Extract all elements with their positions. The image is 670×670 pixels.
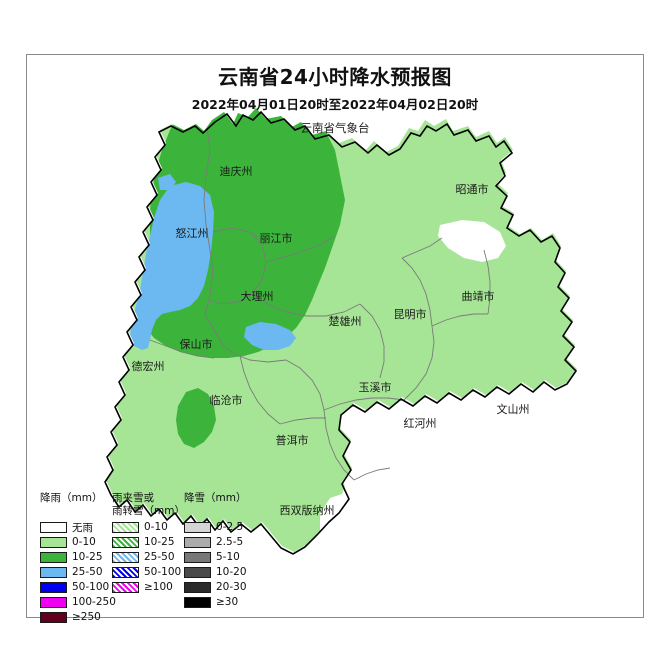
region-label-nujiang: 怒江州	[176, 226, 209, 240]
prefecture-boundaries	[149, 127, 491, 481]
legend-item-snow: 2.5-5	[184, 535, 294, 549]
legend-label-sleet: 10-25	[144, 536, 175, 548]
legend-item-sleet: 0-10	[112, 520, 212, 534]
legend-label-snow: 10-20	[216, 566, 247, 578]
legend-swatch-snow	[184, 596, 211, 608]
legend-item-rain: 无雨	[40, 520, 140, 534]
legend-item-sleet: ≥100	[112, 580, 212, 594]
region-label-lijiang: 丽江市	[260, 231, 293, 245]
legend-label-sleet: 50-100	[144, 566, 182, 578]
legend-column-rain: 降雨（mm） 无雨 0-10 10-25 25-50 50-100 100-250 ≥250	[40, 492, 140, 625]
legend-swatch-rain	[40, 581, 67, 593]
region-label-lincang: 临沧市	[210, 393, 243, 407]
region-label-yuxi: 玉溪市	[359, 380, 392, 394]
legend-label-rain: 无雨	[72, 521, 93, 534]
legend-title-sleet-line1: 雨夹雪或	[112, 492, 154, 504]
legend-swatch-sleet	[112, 536, 139, 548]
legend-label-sleet: 25-50	[144, 551, 175, 563]
legend-label-snow: 0-2.5	[216, 521, 244, 533]
legend-item-snow: ≥30	[184, 595, 294, 609]
legend-label-rain: ≥250	[72, 611, 101, 623]
legend-item-rain: 10-25	[40, 550, 140, 564]
legend-item-rain: ≥250	[40, 610, 140, 624]
region-label-qujing: 曲靖市	[462, 289, 495, 303]
legend-title-rain: 降雨（mm）	[40, 492, 103, 504]
legend-title-sleet-line2: 雨转雪（mm）	[112, 505, 185, 517]
legend-label-rain: 10-25	[72, 551, 103, 563]
legend-item-snow: 10-20	[184, 565, 294, 579]
legend-swatch-rain	[40, 521, 67, 533]
region-label-diqing: 迪庆州	[220, 164, 253, 178]
legend-column-snow: 降雪（mm） 0-2.5 2.5-5 5-10 10-20 20-30 ≥30	[184, 492, 294, 610]
province-boundary	[104, 110, 578, 555]
legend-swatch-rain	[40, 536, 67, 548]
map-canvas: 迪庆州 怒江州 丽江市 大理州 保山市 德宏州 楚雄州 昆明市 昭通市 曲靖市 …	[27, 55, 643, 617]
legend-item-rain: 50-100	[40, 580, 140, 594]
legend-swatch-rain	[40, 551, 67, 563]
no-rain-zone-northeast-wedge	[438, 220, 506, 262]
legend-swatch-sleet	[112, 581, 139, 593]
region-label-honghe: 红河州	[404, 417, 437, 430]
legend-item-snow: 20-30	[184, 580, 294, 594]
legend-item-rain: 100-250	[40, 595, 140, 609]
legend-swatch-rain	[40, 596, 67, 608]
legend-item-snow: 5-10	[184, 550, 294, 564]
legend-title-sleet: 雨夹雪或 雨转雪（mm）	[112, 492, 212, 520]
legend-label-snow: 5-10	[216, 551, 240, 563]
region-label-puer: 普洱市	[276, 433, 309, 447]
legend-item-rain: 25-50	[40, 565, 140, 579]
legend-title-snow: 降雪（mm）	[184, 492, 247, 504]
legend-label-sleet: 0-10	[144, 521, 168, 533]
legend-label-snow: 2.5-5	[216, 536, 244, 548]
legend-swatch-sleet	[112, 551, 139, 563]
rain-zone-25-50-patch-erhai	[244, 322, 296, 350]
legend-item-sleet: 50-100	[112, 565, 212, 579]
region-labels: 迪庆州 怒江州 丽江市 大理州 保山市 德宏州 楚雄州 昆明市 昭通市 曲靖市 …	[132, 164, 530, 517]
legend-swatch-snow	[184, 581, 211, 593]
legend-label-rain: 25-50	[72, 566, 103, 578]
legend-item-rain: 0-10	[40, 535, 140, 549]
legend-label-rain: 100-250	[72, 596, 116, 608]
legend-swatch-sleet	[112, 566, 139, 578]
region-label-baoshan: 保山市	[180, 337, 213, 351]
legend-column-sleet: 雨夹雪或 雨转雪（mm） 0-10 10-25 25-50 50-100 ≥100	[112, 492, 212, 595]
legend-label-sleet: ≥100	[144, 581, 173, 593]
region-label-dehong: 德宏州	[132, 359, 165, 373]
region-label-chuxiong: 楚雄州	[329, 314, 362, 328]
no-rain-zone-south	[320, 490, 398, 552]
rain-zone-10-25-lincang	[176, 388, 216, 448]
legend-swatch-rain	[40, 611, 67, 623]
legend-swatch-sleet	[112, 521, 139, 533]
legend-label-snow: 20-30	[216, 581, 247, 593]
region-label-xishuangbanna: 西双版纳州	[280, 503, 335, 517]
map-region-fills	[105, 108, 577, 554]
legend-item-snow: 0-2.5	[184, 520, 294, 534]
legend-label-rain: 0-10	[72, 536, 96, 548]
legend-swatch-rain	[40, 566, 67, 578]
region-label-dali: 大理州	[241, 289, 274, 303]
rain-zone-25-50-patch-north	[158, 174, 176, 190]
legend-swatch-snow	[184, 521, 211, 533]
legend-item-sleet: 25-50	[112, 550, 212, 564]
legend-swatch-snow	[184, 566, 211, 578]
region-label-kunming: 昆明市	[394, 307, 427, 321]
legend-label-rain: 50-100	[72, 581, 110, 593]
legend-swatch-snow	[184, 551, 211, 563]
legend-label-snow: ≥30	[216, 596, 239, 608]
region-label-zhaotong: 昭通市	[456, 182, 489, 196]
rain-zone-25-50-nujiang	[130, 182, 214, 350]
region-label-wenshan: 文山州	[497, 402, 530, 416]
legend-item-sleet: 10-25	[112, 535, 212, 549]
legend-swatch-snow	[184, 536, 211, 548]
